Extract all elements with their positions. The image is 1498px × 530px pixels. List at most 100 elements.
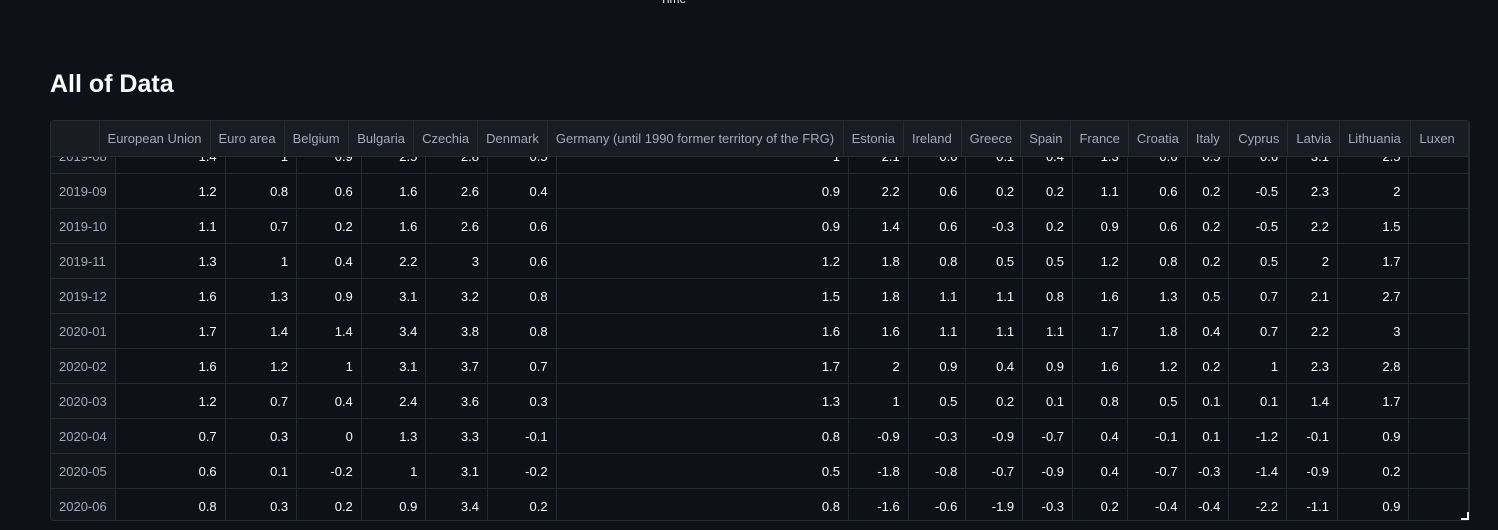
table-cell[interactable]: 3 bbox=[1337, 313, 1410, 349]
table-cell[interactable]: 1.4 bbox=[225, 313, 298, 349]
column-header[interactable]: European Union bbox=[99, 121, 211, 157]
table-cell[interactable]: -0.7 bbox=[1127, 453, 1187, 489]
table-cell[interactable]: 0.2 bbox=[1337, 453, 1410, 489]
table-cell[interactable]: 0.9 bbox=[296, 157, 362, 174]
table-cell[interactable]: 1.2 bbox=[1127, 348, 1187, 384]
table-cell[interactable]: 3.1 bbox=[425, 453, 488, 489]
table-cell[interactable]: 1.8 bbox=[848, 243, 909, 279]
table-cell[interactable]: -0.4 bbox=[1185, 488, 1230, 520]
table-cell[interactable]: 0.6 bbox=[115, 453, 226, 489]
index-header-cell[interactable] bbox=[51, 121, 100, 157]
column-header[interactable]: Belgium bbox=[284, 121, 350, 157]
table-cell[interactable]: 0.6 bbox=[908, 208, 967, 244]
table-cell[interactable]: 0.9 bbox=[296, 278, 362, 314]
table-cell[interactable] bbox=[1408, 173, 1469, 209]
table-cell[interactable]: 1 bbox=[1228, 348, 1288, 384]
table-cell[interactable]: 2.2 bbox=[1286, 313, 1338, 349]
table-cell[interactable]: 0.8 bbox=[487, 313, 557, 349]
table-cell[interactable]: -0.9 bbox=[965, 418, 1024, 454]
table-cell[interactable]: -0.5 bbox=[1228, 173, 1288, 209]
table-cell[interactable]: 0.5 bbox=[556, 453, 849, 489]
table-cell[interactable]: 1.2 bbox=[115, 383, 226, 419]
table-cell[interactable]: 2.8 bbox=[425, 157, 488, 174]
table-cell[interactable]: -2.2 bbox=[1228, 488, 1288, 520]
table-cell[interactable]: 2.6 bbox=[425, 208, 488, 244]
table-cell[interactable] bbox=[1408, 383, 1469, 419]
table-cell[interactable] bbox=[1408, 418, 1469, 454]
table-cell[interactable]: 1.7 bbox=[1337, 383, 1410, 419]
table-cell[interactable]: 0.1 bbox=[225, 453, 298, 489]
table-cell[interactable]: 0.5 bbox=[1127, 383, 1187, 419]
table-cell[interactable]: 0.2 bbox=[296, 208, 362, 244]
row-index-cell[interactable]: 2019-11 bbox=[51, 243, 116, 279]
table-cell[interactable]: 3.3 bbox=[425, 418, 488, 454]
table-cell[interactable]: -1.6 bbox=[848, 488, 909, 520]
table-cell[interactable]: 0.4 bbox=[296, 243, 362, 279]
column-header[interactable]: Croatia bbox=[1128, 121, 1188, 157]
table-cell[interactable]: 1.1 bbox=[115, 208, 226, 244]
row-index-cell[interactable]: 2020-03 bbox=[51, 383, 116, 419]
table-cell[interactable]: 0.4 bbox=[296, 383, 362, 419]
table-cell[interactable]: 0.2 bbox=[1185, 243, 1230, 279]
table-cell[interactable]: 1.3 bbox=[225, 278, 298, 314]
table-cell[interactable]: 0.8 bbox=[556, 488, 849, 520]
table-cell[interactable]: 2.3 bbox=[1286, 348, 1338, 384]
table-cell[interactable] bbox=[1408, 157, 1469, 174]
row-index-cell[interactable]: 2020-02 bbox=[51, 348, 116, 384]
table-cell[interactable]: 1.4 bbox=[115, 157, 226, 174]
table-cell[interactable]: 0.6 bbox=[908, 173, 967, 209]
table-cell[interactable]: 1 bbox=[848, 383, 909, 419]
table-cell[interactable]: 0.7 bbox=[1228, 313, 1288, 349]
table-cell[interactable]: 3.7 bbox=[425, 348, 488, 384]
column-header[interactable]: Greece bbox=[961, 121, 1022, 157]
table-cell[interactable]: -1.4 bbox=[1228, 453, 1288, 489]
table-cell[interactable]: 2.2 bbox=[361, 243, 427, 279]
table-cell[interactable]: 1.2 bbox=[556, 243, 849, 279]
table-cell[interactable]: 1 bbox=[225, 157, 298, 174]
table-cell[interactable] bbox=[1408, 208, 1469, 244]
table-cell[interactable]: 3.6 bbox=[425, 383, 488, 419]
table-cell[interactable]: 1.6 bbox=[361, 208, 427, 244]
table-cell[interactable]: 0.4 bbox=[1022, 157, 1074, 174]
table-cell[interactable]: 1.6 bbox=[1072, 348, 1128, 384]
table-cell[interactable]: 0.8 bbox=[487, 278, 557, 314]
table-cell[interactable]: 2 bbox=[1286, 243, 1338, 279]
table-cell[interactable]: 0.5 bbox=[1185, 278, 1230, 314]
table-cell[interactable]: 0.3 bbox=[225, 418, 298, 454]
table-cell[interactable]: -0.3 bbox=[908, 418, 967, 454]
table-cell[interactable]: 0.6 bbox=[1127, 208, 1187, 244]
table-cell[interactable]: 1.7 bbox=[1337, 243, 1410, 279]
table-cell[interactable]: 2.2 bbox=[1286, 208, 1338, 244]
table-cell[interactable]: 0.8 bbox=[1022, 278, 1074, 314]
table-cell[interactable]: 1.3 bbox=[1072, 157, 1128, 174]
column-header[interactable]: Czechia bbox=[413, 121, 479, 157]
table-cell[interactable]: 1.3 bbox=[115, 243, 226, 279]
table-cell[interactable]: 1.1 bbox=[908, 278, 967, 314]
table-cell[interactable]: 3.4 bbox=[361, 313, 427, 349]
table-cell[interactable]: 0.9 bbox=[1337, 418, 1410, 454]
table-cell[interactable]: 1.6 bbox=[848, 313, 909, 349]
table-cell[interactable]: 1.5 bbox=[556, 278, 849, 314]
table-cell[interactable]: 2.5 bbox=[1337, 157, 1410, 174]
table-cell[interactable]: 0.6 bbox=[1127, 157, 1187, 174]
table-cell[interactable]: 1.1 bbox=[1072, 173, 1128, 209]
table-cell[interactable]: 0.4 bbox=[1185, 313, 1230, 349]
data-grid[interactable]: European Union Euro area Belgium Bulgaria Cz… bbox=[50, 120, 1470, 521]
column-header[interactable]: Italy bbox=[1187, 121, 1231, 157]
table-cell[interactable]: 0.2 bbox=[1185, 208, 1230, 244]
table-cell[interactable]: 3.1 bbox=[361, 348, 427, 384]
table-cell[interactable]: 1.7 bbox=[556, 348, 849, 384]
table-cell[interactable]: 1.1 bbox=[965, 278, 1024, 314]
column-header[interactable]: France bbox=[1070, 121, 1129, 157]
table-cell[interactable]: 0.2 bbox=[1185, 348, 1230, 384]
table-cell[interactable]: 0.1 bbox=[965, 157, 1024, 174]
table-cell[interactable]: 2.1 bbox=[848, 157, 909, 174]
table-cell[interactable]: 1.6 bbox=[361, 173, 427, 209]
table-cell[interactable]: 0.1 bbox=[1022, 383, 1074, 419]
table-cell[interactable]: 0.4 bbox=[1072, 418, 1128, 454]
table-cell[interactable]: 2 bbox=[848, 348, 909, 384]
table-cell[interactable]: 1.6 bbox=[115, 348, 226, 384]
column-header[interactable]: Bulgaria bbox=[348, 121, 415, 157]
table-cell[interactable]: 0.2 bbox=[1022, 173, 1074, 209]
table-cell[interactable]: 0.9 bbox=[1337, 488, 1410, 520]
